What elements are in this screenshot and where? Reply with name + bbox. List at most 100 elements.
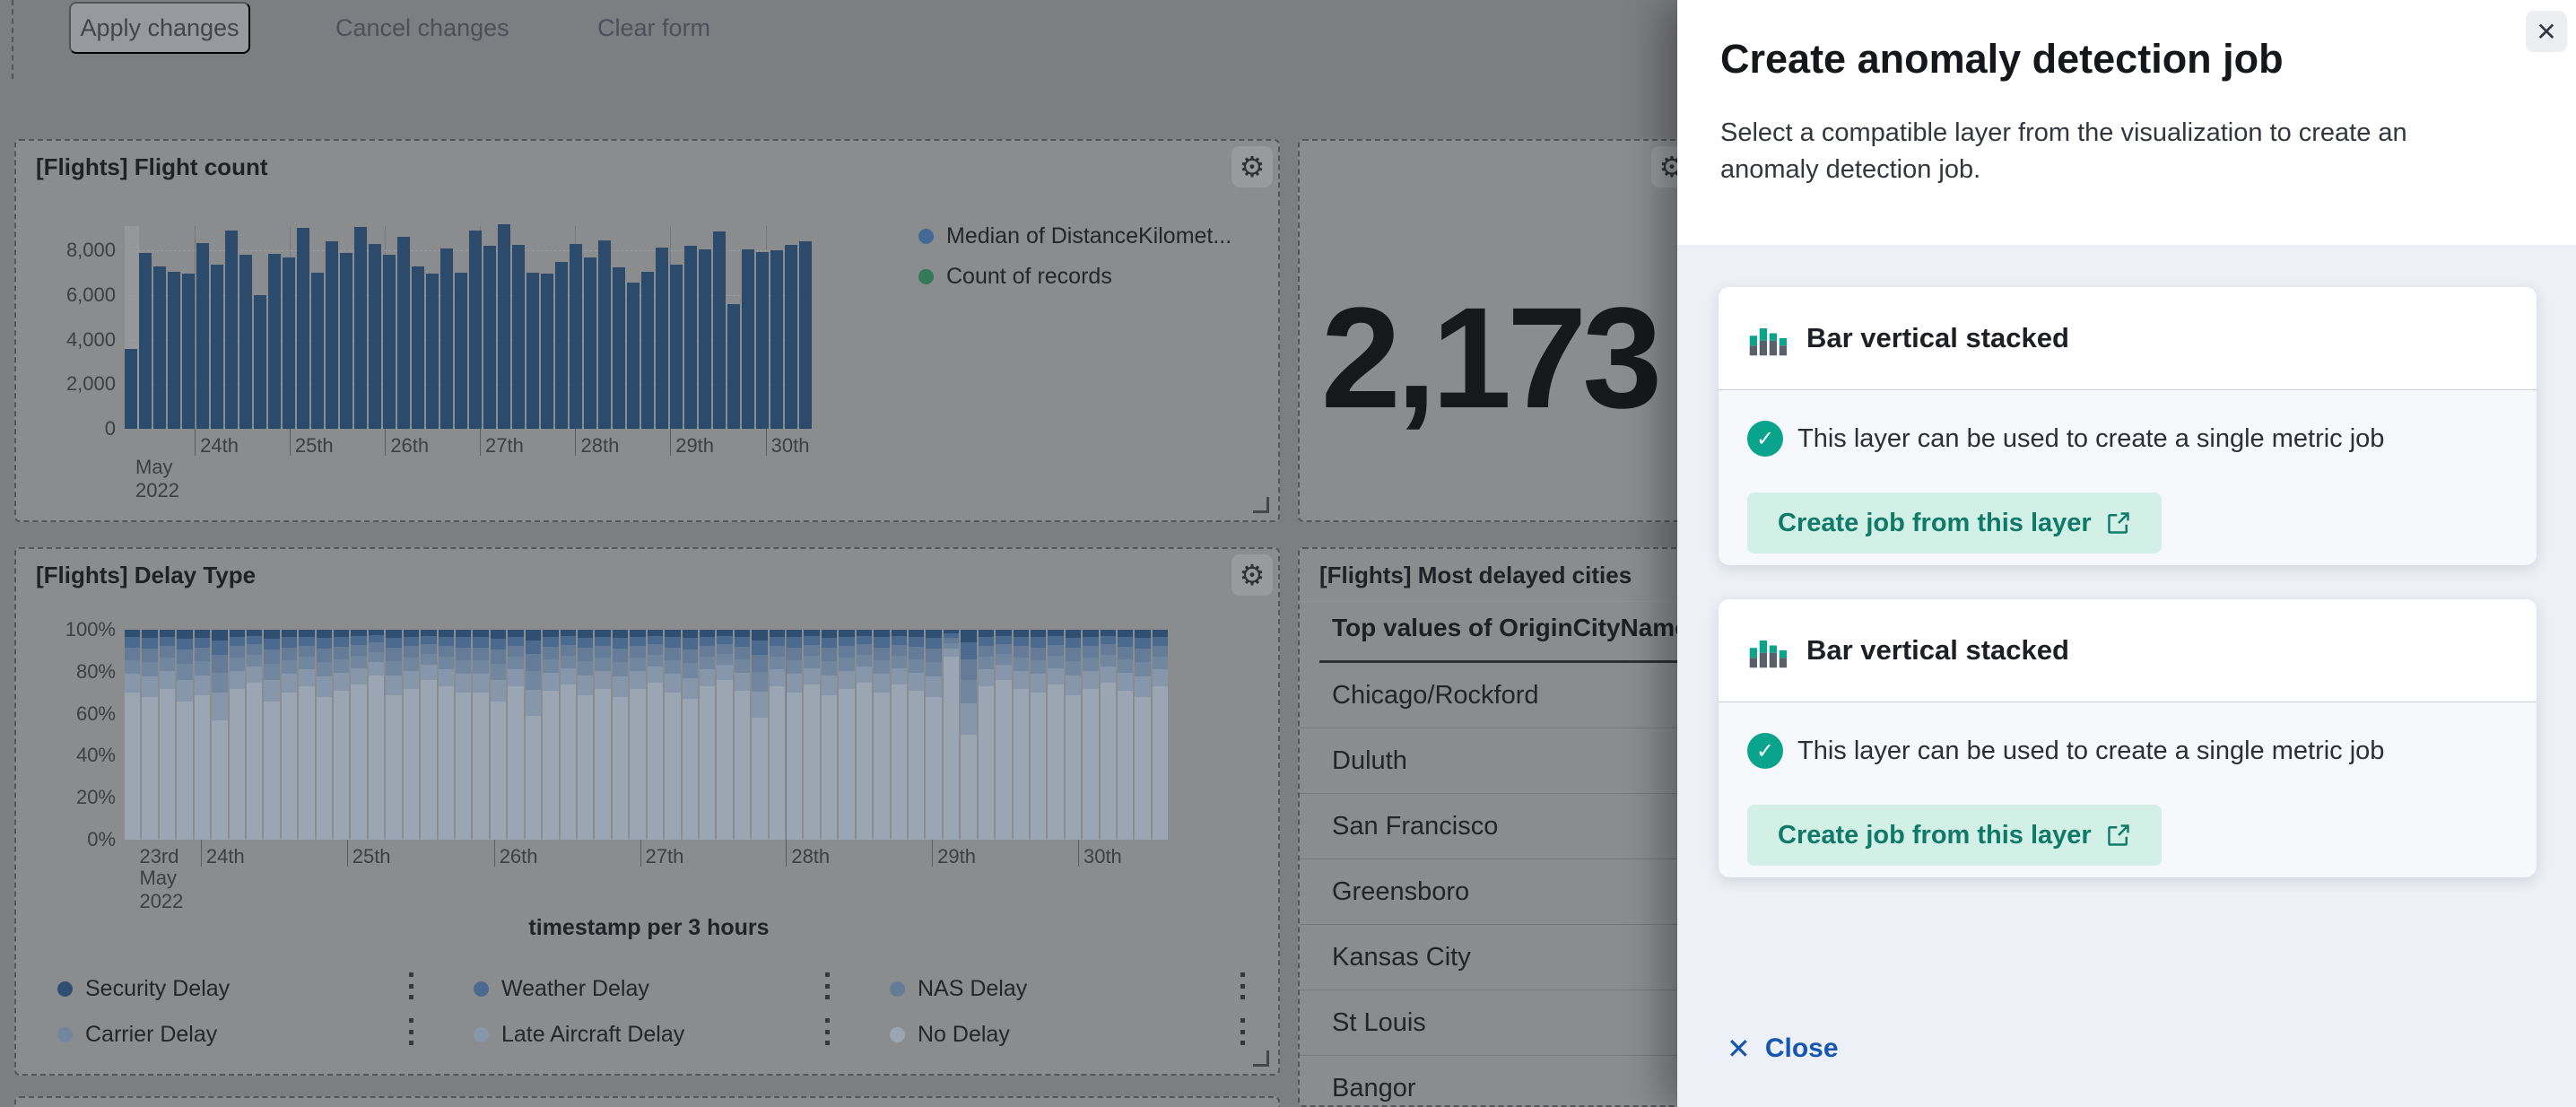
bar-segment xyxy=(1065,675,1082,695)
stacked-bar xyxy=(560,630,576,840)
bar-segment xyxy=(1100,644,1117,656)
table-row[interactable]: Kansas City xyxy=(1300,925,1728,990)
legend-actions-button[interactable] xyxy=(401,971,421,1001)
x-axis-tick xyxy=(195,429,196,456)
bar xyxy=(742,249,754,429)
bar-segment xyxy=(1118,672,1134,691)
apply-changes-button[interactable]: Apply changes xyxy=(69,2,250,54)
stacked-bar xyxy=(159,630,176,840)
create-job-button[interactable]: Create job from this layer xyxy=(1747,805,2162,866)
bar-segment xyxy=(299,630,315,637)
legend-item[interactable]: Carrier Delay xyxy=(57,1022,217,1048)
bar-segment xyxy=(403,636,420,647)
table-column-header[interactable]: Top values of OriginCityName xyxy=(1332,614,1689,641)
bar xyxy=(426,274,439,429)
stacked-bar xyxy=(334,630,350,840)
panel-resize-handle[interactable] xyxy=(1253,497,1269,513)
bar xyxy=(527,273,539,429)
legend-item[interactable]: Count of records xyxy=(918,264,1112,290)
bar xyxy=(498,223,510,429)
table-row[interactable]: Chicago/Rockford xyxy=(1300,663,1728,728)
bar-segment xyxy=(856,636,873,645)
bar-segment xyxy=(351,684,367,840)
bar-segment xyxy=(787,674,803,693)
bar-segment xyxy=(421,653,437,666)
legend-item[interactable]: Security Delay xyxy=(57,976,230,1002)
cancel-changes-button[interactable]: Cancel changes xyxy=(330,2,515,54)
bar-segment xyxy=(630,670,646,689)
bar xyxy=(469,230,482,429)
legend-actions-button[interactable] xyxy=(817,1016,837,1047)
create-job-button[interactable]: Create job from this layer xyxy=(1747,492,2162,554)
bar-segment xyxy=(473,637,489,648)
stacked-bar xyxy=(125,630,141,840)
bar xyxy=(397,237,410,429)
legend-actions-button[interactable] xyxy=(1232,971,1252,1001)
close-icon: ✕ xyxy=(1727,1033,1751,1065)
bar-segment xyxy=(926,649,942,662)
bar-segment xyxy=(246,666,263,683)
stacked-bar xyxy=(734,630,751,840)
bar-segment xyxy=(1083,688,1099,840)
check-icon: ✓ xyxy=(1747,421,1783,457)
stacked-bar xyxy=(264,630,280,840)
bar-segment xyxy=(159,630,176,637)
card-body: ✓ This layer can be used to create a sin… xyxy=(1719,702,2537,866)
bar-segment xyxy=(856,666,873,683)
bar-segment xyxy=(125,674,141,693)
table-row[interactable]: Duluth xyxy=(1300,728,1728,794)
legend-item[interactable]: Median of DistanceKilomet... xyxy=(918,223,1231,249)
bar-segment xyxy=(456,659,472,675)
clear-form-button[interactable]: Clear form xyxy=(592,2,716,54)
panel-settings-button[interactable]: ⚙ xyxy=(1231,146,1273,187)
stacked-bar xyxy=(368,630,385,840)
bar-segment xyxy=(1083,636,1099,647)
legend-actions-button[interactable] xyxy=(401,1016,421,1047)
layer-card-2: Bar vertical stacked ✓ This layer can be… xyxy=(1719,599,2537,877)
bar-segment xyxy=(490,679,507,702)
bar-segment xyxy=(1013,630,1029,637)
table-row[interactable]: Greensboro xyxy=(1300,859,1728,925)
bar-segment xyxy=(125,659,141,675)
bar-segment xyxy=(682,630,698,639)
compatibility-row: ✓ This layer can be used to create a sin… xyxy=(1747,733,2508,769)
flyout-footer-close-button[interactable]: ✕ Close xyxy=(1727,1032,1839,1066)
bar-segment xyxy=(908,672,925,691)
legend-item[interactable]: Late Aircraft Delay xyxy=(474,1022,684,1048)
table-row[interactable]: San Francisco xyxy=(1300,794,1728,859)
bar-segment xyxy=(1013,658,1029,671)
bar-segment xyxy=(299,636,315,646)
bar-segment xyxy=(682,678,698,700)
bar xyxy=(326,241,338,429)
bar-vertical-stacked-icon xyxy=(1749,328,1787,356)
bar xyxy=(268,254,281,429)
bar-segment xyxy=(159,636,176,647)
legend-actions-button[interactable] xyxy=(817,971,837,1001)
bar-segment xyxy=(264,630,280,639)
bar-segment xyxy=(1100,655,1117,667)
bar-segment xyxy=(473,693,489,840)
bar-segment xyxy=(438,636,455,646)
x-axis-line xyxy=(125,839,1168,840)
legend-item[interactable]: No Delay xyxy=(890,1022,1010,1048)
bar-segment xyxy=(752,654,768,673)
legend-item[interactable]: Weather Delay xyxy=(474,976,649,1002)
bar-segment xyxy=(612,696,629,840)
panel-resize-handle[interactable] xyxy=(1253,1050,1269,1067)
legend-actions-button[interactable] xyxy=(1232,1016,1252,1047)
flyout-close-button[interactable]: ✕ xyxy=(2526,11,2567,52)
bar-segment xyxy=(508,645,524,658)
bar-segment xyxy=(769,645,786,658)
bar-segment xyxy=(229,646,245,658)
stacked-bar xyxy=(177,630,193,840)
bar-segment xyxy=(804,667,820,684)
legend-item[interactable]: NAS Delay xyxy=(890,976,1027,1002)
table-row[interactable]: Bangor xyxy=(1300,1056,1728,1105)
table-row[interactable]: St Louis xyxy=(1300,990,1728,1056)
legend-dot xyxy=(890,981,905,997)
panel-settings-button[interactable]: ⚙ xyxy=(1231,554,1273,596)
bar-segment xyxy=(1135,638,1151,649)
bar-segment xyxy=(856,630,873,637)
bar-segment xyxy=(421,665,437,681)
bar-segment xyxy=(734,690,751,840)
